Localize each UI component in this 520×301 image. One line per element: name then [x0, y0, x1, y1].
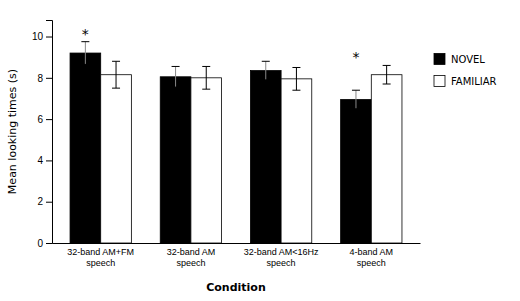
x-tick: 32-band AMspeech — [167, 247, 216, 267]
error-line — [296, 67, 297, 90]
y-tick: 2 — [37, 196, 52, 207]
y-tick-mark — [46, 160, 52, 161]
error-cap — [112, 88, 120, 89]
bar — [250, 71, 281, 243]
x-axis-line — [53, 243, 421, 244]
x-tick-label: 32-band AM+FMspeech — [67, 247, 134, 267]
error-cap — [172, 87, 180, 88]
y-tick-label: 6 — [37, 114, 43, 125]
y-tick-label: 4 — [37, 155, 43, 166]
error-bar — [112, 61, 120, 88]
bar — [101, 75, 132, 243]
legend-label: FAMILIAR — [451, 76, 497, 87]
x-tick-label: 32-band AM<16Hzspeech — [244, 247, 319, 267]
series — [101, 61, 402, 243]
error-cap — [352, 90, 360, 91]
x-tick: 32-band AM+FMspeech — [67, 247, 134, 267]
x-tick-label-line: 4-band AM — [350, 247, 394, 257]
y-axis-title: Mean looking times (s) — [6, 69, 19, 194]
legend-item: FAMILIAR — [434, 75, 497, 87]
error-cap — [202, 66, 210, 67]
error-bar — [172, 66, 180, 87]
error-cap — [262, 61, 270, 62]
y-tick-mark — [46, 78, 52, 79]
x-tick-label-line: 32-band AM — [167, 247, 216, 257]
legend-swatch — [434, 53, 445, 64]
y-tick-label: 10 — [32, 31, 44, 42]
x-tick-label: 32-band AMspeech — [167, 247, 216, 267]
annotation: * — [82, 26, 89, 42]
bar — [70, 53, 101, 243]
y-tick-mark — [46, 119, 52, 120]
x-tick-label-line: speech — [357, 258, 386, 268]
x-tick: 32-band AM<16Hzspeech — [244, 247, 319, 267]
error-line — [116, 61, 117, 88]
bar — [191, 78, 222, 243]
error-line — [355, 90, 356, 109]
x-axis-title: Condition — [206, 281, 266, 294]
legend-item: NOVEL — [434, 53, 485, 64]
x-axis: 32-band AM+FMspeech32-band AMspeech32-ba… — [53, 244, 421, 268]
error-cap — [383, 84, 391, 85]
bar — [341, 99, 372, 243]
bar — [281, 79, 312, 243]
legend-swatch — [434, 75, 445, 86]
legend: NOVEL FAMILIAR — [434, 53, 497, 86]
x-tick-label-line: speech — [86, 258, 115, 268]
y-tick-label: 0 — [37, 238, 43, 249]
x-tick-label-line: speech — [267, 258, 296, 268]
error-line — [265, 61, 266, 80]
legend-label: NOVEL — [451, 54, 485, 65]
error-cap — [352, 108, 360, 109]
y-tick-label: 8 — [37, 73, 43, 84]
y-tick-mark — [46, 37, 52, 38]
error-cap — [112, 61, 120, 62]
bar — [160, 77, 191, 243]
error-bar — [202, 66, 210, 89]
error-cap — [383, 65, 391, 66]
plot-area: 024681032-band AM+FMspeech32-band AMspee… — [6, 21, 421, 295]
x-tick-label: 4-band AMspeech — [350, 247, 394, 267]
error-cap — [202, 89, 210, 90]
error-line — [386, 65, 387, 84]
marks — [70, 42, 402, 243]
error-bar — [81, 42, 89, 65]
error-cap — [81, 64, 89, 65]
error-line — [175, 66, 176, 87]
y-tick: 6 — [37, 114, 52, 125]
y-tick-mark — [46, 243, 52, 244]
x-tick-label-line: 32-band AM+FM — [67, 247, 134, 257]
x-tick-label-line: 32-band AM<16Hz — [244, 247, 319, 257]
series — [70, 42, 371, 243]
y-tick: 8 — [37, 73, 52, 84]
error-bar — [262, 61, 270, 80]
chart: 024681032-band AM+FMspeech32-band AMspee… — [0, 0, 520, 301]
bar — [371, 75, 402, 243]
y-tick: 10 — [32, 31, 52, 42]
error-line — [206, 66, 207, 89]
y-tick-label: 2 — [37, 196, 43, 207]
error-cap — [292, 90, 300, 91]
x-tick: 4-band AMspeech — [350, 247, 394, 267]
error-line — [85, 42, 86, 65]
error-bar — [292, 67, 300, 90]
y-tick: 4 — [37, 155, 52, 166]
error-cap — [292, 67, 300, 68]
error-bar — [352, 90, 360, 109]
y-tick-mark — [46, 202, 52, 203]
error-cap — [262, 79, 270, 80]
y-tick: 0 — [37, 238, 52, 249]
error-cap — [172, 66, 180, 67]
annotation: * — [352, 49, 359, 65]
x-tick-label-line: speech — [176, 258, 205, 268]
error-bar — [383, 65, 391, 84]
y-axis: 0 2 4 6 8 10 — [32, 21, 53, 249]
y-axis-line — [46, 21, 53, 244]
